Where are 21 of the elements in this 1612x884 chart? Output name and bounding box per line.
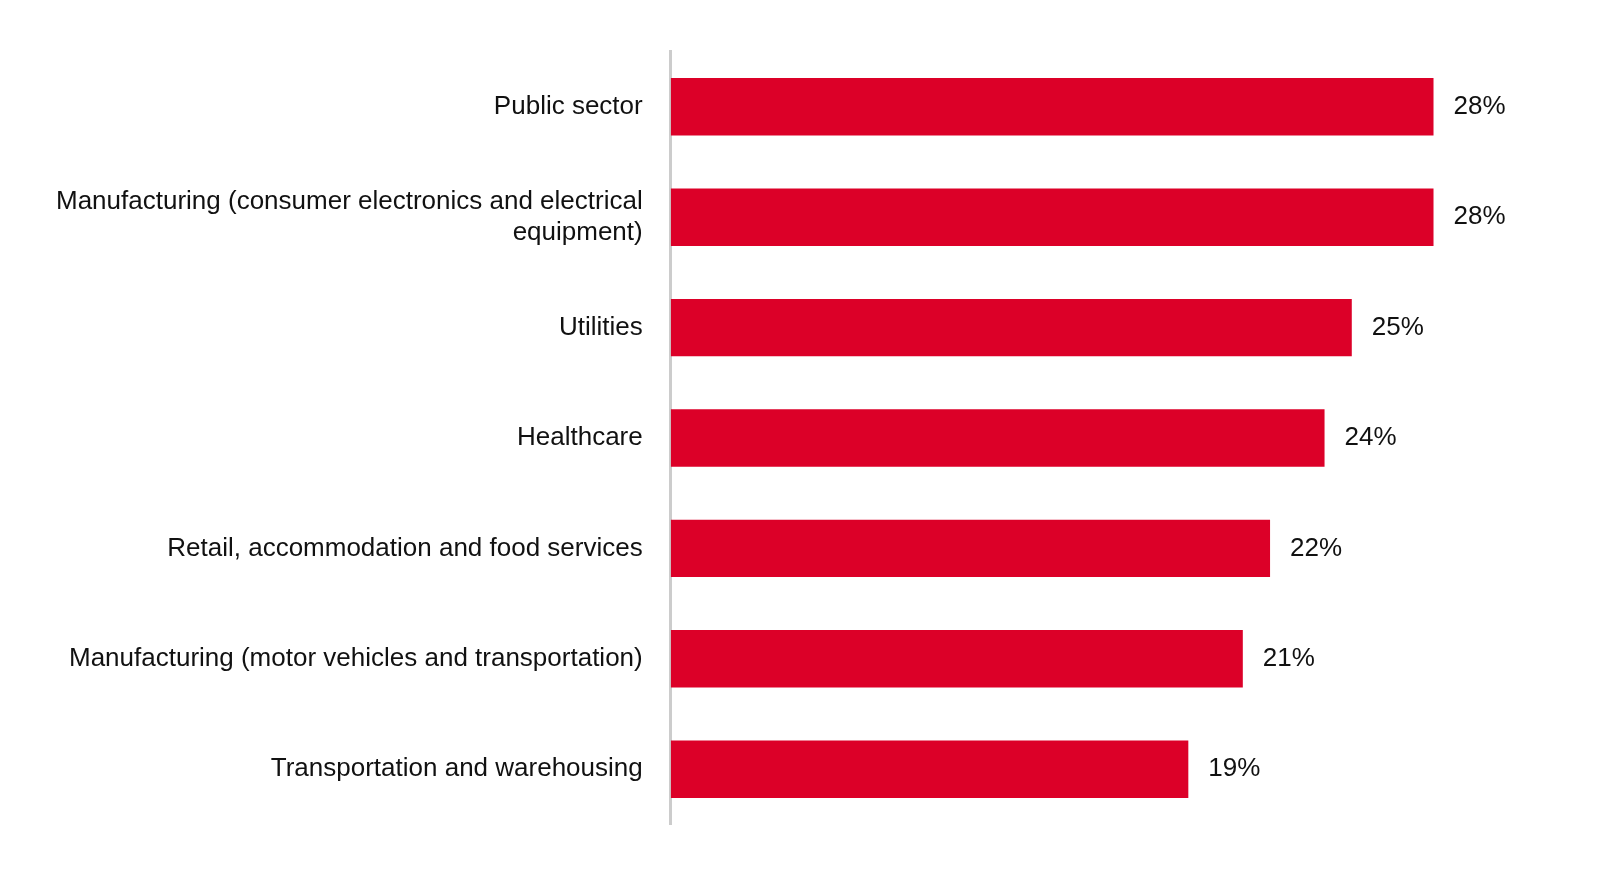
bar xyxy=(670,630,1243,688)
data-label: 19% xyxy=(1208,752,1261,783)
bar xyxy=(670,78,1434,136)
y-tick-label: Manufacturing (motor vehicles and transportation) xyxy=(68,641,643,672)
data-label: 28% xyxy=(1453,89,1506,120)
bar xyxy=(670,298,1352,357)
y-tick-label: Utilities xyxy=(558,310,643,341)
bar xyxy=(670,740,1189,798)
y-tick-label: Manufacturing (consumer electronics and electrical equipment) xyxy=(56,184,643,246)
bar xyxy=(670,519,1271,578)
bar xyxy=(670,409,1325,467)
data-label: 24% xyxy=(1344,421,1397,452)
data-label: 25% xyxy=(1371,310,1424,341)
data-label: 21% xyxy=(1262,641,1315,672)
data-label: 22% xyxy=(1290,531,1343,562)
data-label: 28% xyxy=(1453,200,1506,231)
y-tick-label: Retail, accommodation and food services xyxy=(167,531,643,562)
y-tick-label: Healthcare xyxy=(516,421,643,452)
y-tick-label: Public sector xyxy=(493,89,644,120)
y-tick-label: Transportation and warehousing xyxy=(270,752,643,783)
bar xyxy=(670,188,1434,246)
